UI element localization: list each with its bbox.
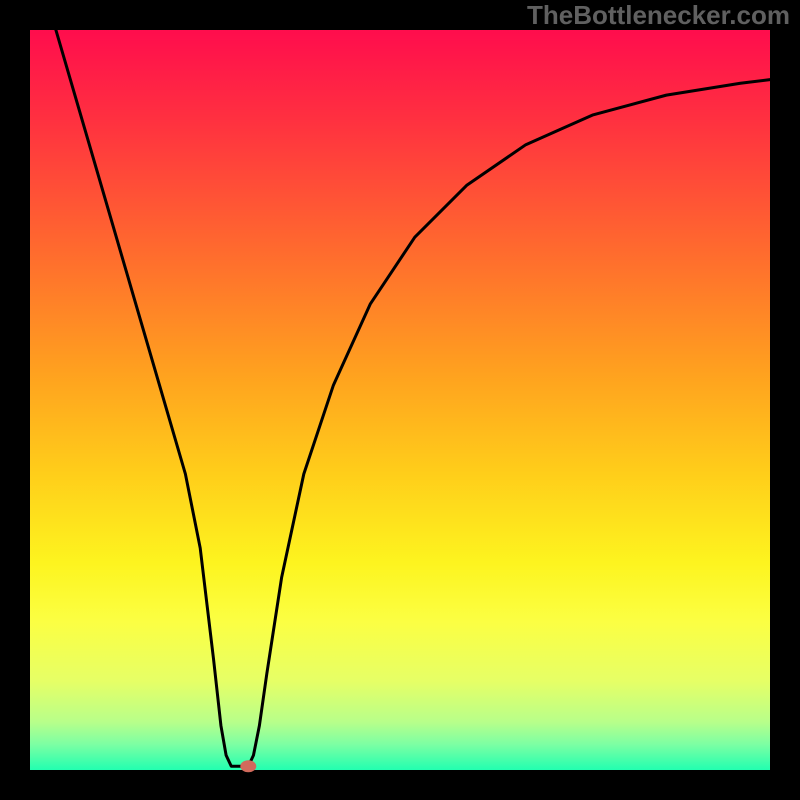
optimum-marker [240, 760, 256, 772]
gradient-background [30, 30, 770, 770]
plot-svg [0, 0, 800, 800]
chart-container: TheBottlenecker.com [0, 0, 800, 800]
watermark-text: TheBottlenecker.com [527, 0, 790, 31]
